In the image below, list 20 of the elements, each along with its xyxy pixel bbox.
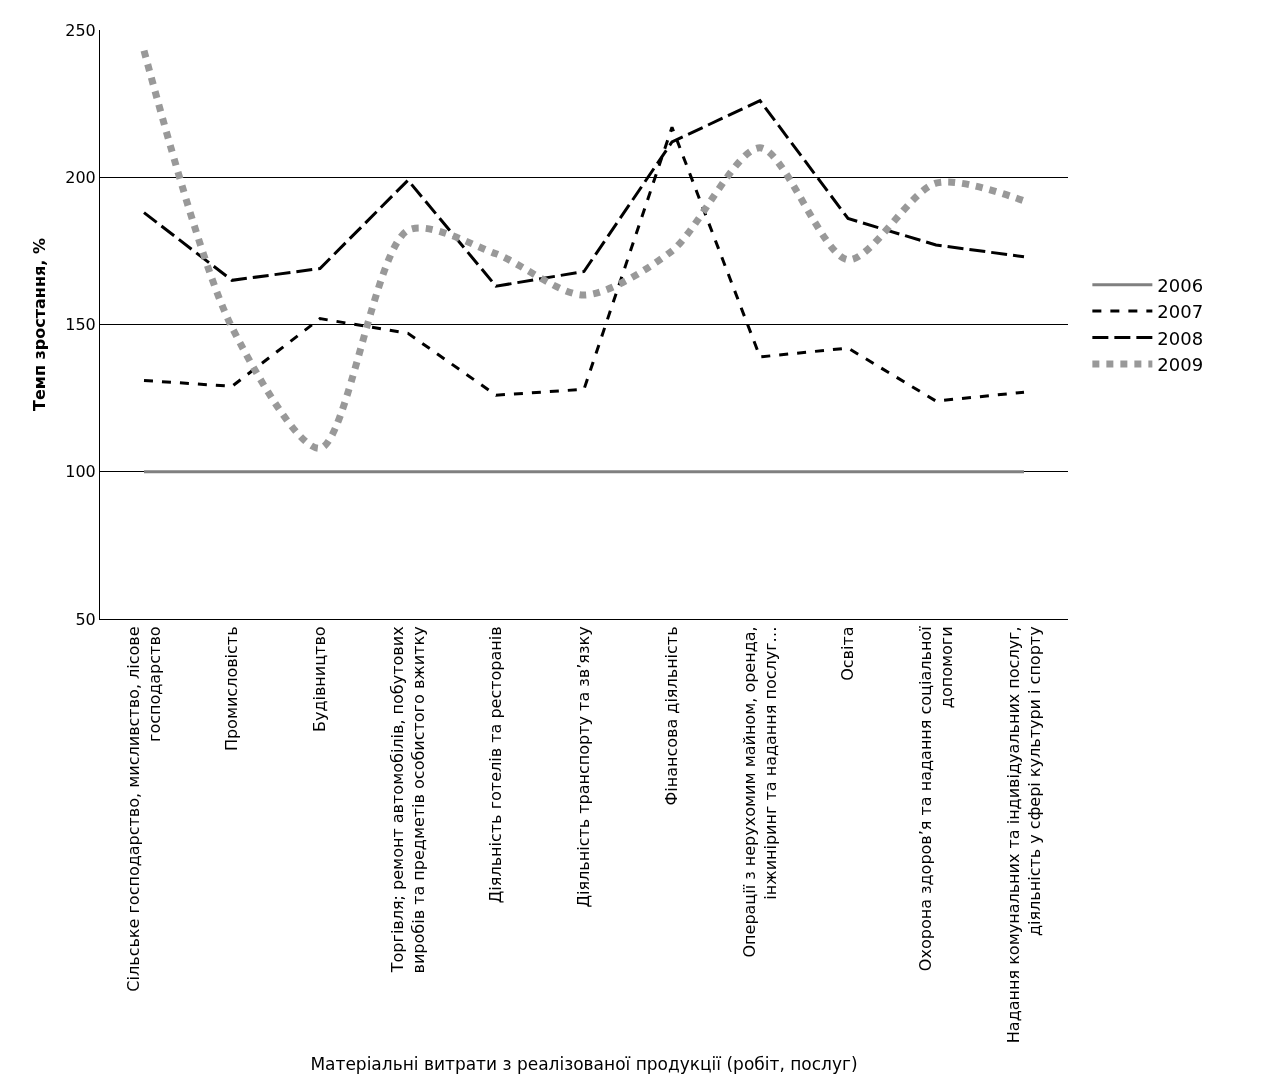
legend-label: 2009 [1157, 353, 1204, 375]
y-tick-label: 250 [65, 20, 96, 40]
x-axis-title: Матеріальні витрати з реалізованої продукції (робіт, послуг) [310, 1053, 858, 1074]
x-tick-label: Діяльність готелів та ресторанів [486, 626, 506, 904]
x-tick-label: Операції з нерухомим майном, оренда, інжиніринг та надання послуг… [739, 626, 780, 958]
y-tick-label: 200 [65, 167, 96, 187]
x-tick-label: Будівництво [310, 626, 330, 733]
y-axis-title: Темп зростання, % [30, 238, 50, 411]
y-tick-label: 100 [65, 462, 96, 482]
x-tick-label: Охорона здоров’я та надання соціальної допомоги [915, 625, 956, 972]
x-tick-label: Фінансова діяльність [662, 626, 682, 806]
y-tick-label: 50 [75, 609, 96, 629]
x-tick-label: Діяльність транспорту та зв’язку [574, 626, 594, 908]
y-tick-label: 150 [65, 315, 96, 335]
legend-label: 2008 [1157, 327, 1204, 349]
legend-label: 2006 [1157, 274, 1204, 296]
x-tick-label: Сільське господарство, мисливство, лісове господарство [123, 626, 164, 992]
x-tick-label: Освіта [838, 626, 858, 681]
x-tick-label: Промисловість [222, 626, 242, 752]
legend-label: 2007 [1157, 301, 1204, 323]
